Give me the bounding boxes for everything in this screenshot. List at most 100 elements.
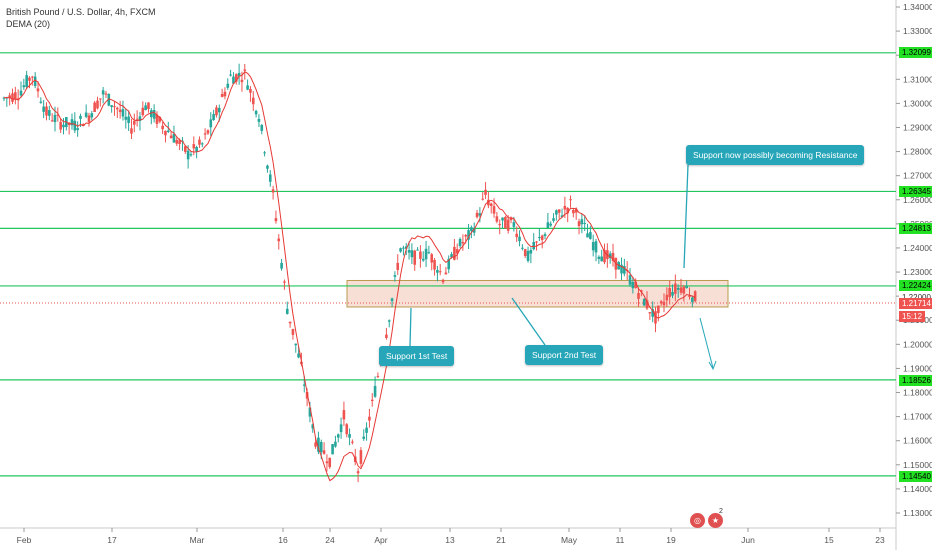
x-tick-label: May [561,535,578,545]
callout-pointer-2nd [511,297,546,346]
candle-body [430,254,434,263]
candle-body [645,300,649,309]
candle-body [73,120,77,131]
candle-body [266,165,269,169]
projection-arrow [699,317,714,369]
y-tick-label: 1.26000 [903,195,932,205]
candle-body [8,95,11,98]
candle-body [421,258,425,261]
candle-body [393,275,397,277]
candle-body [345,424,349,435]
candle-body [260,124,264,131]
projection-arrow-head [708,360,717,371]
candle-body [637,292,640,299]
y-tick-label: 1.20000 [903,339,932,349]
candle-body [557,209,561,213]
candle-body [198,139,201,145]
candle-body [424,248,428,260]
globe-icon[interactable]: ◎ [690,513,705,528]
y-tick-label: 1.15000 [903,460,932,470]
candle-body [212,114,215,121]
candle-body [407,250,411,253]
candle-body [308,407,312,417]
candle-body [691,297,694,303]
x-tick-label: Apr [374,535,387,545]
candle-body [257,118,261,122]
callout-support-2nd-test[interactable]: Support 2nd Test [525,345,604,365]
candle-body [549,223,553,226]
candle-body [657,305,660,314]
candle-body [413,250,417,265]
candle-body [254,110,258,115]
candle-body [149,110,153,118]
candle-body [2,97,6,99]
candle-body [444,272,448,275]
x-tick-label: 11 [616,535,625,545]
candle-body [665,294,669,301]
candle-body [362,436,366,439]
candle-body [331,444,334,455]
candle-body [427,252,431,254]
candle-body [679,287,683,293]
candle-body [410,250,414,258]
candle-body [90,113,94,118]
candle-body [501,217,504,221]
y-tick-label: 1.13000 [903,508,932,518]
candle-body [540,235,544,240]
candle-body [268,174,272,182]
candle-body [223,91,227,97]
candle-body [87,115,91,122]
y-tick-label: 1.24000 [903,243,932,253]
level-tag-5: 1.18526 [899,375,932,386]
candle-body [356,471,360,474]
candle-body [277,238,281,242]
x-tick-label: 24 [325,535,335,545]
callout-resistance[interactable]: Support now possibly becoming Resistance [686,145,865,165]
candle-body [283,281,286,283]
x-tick-label: 13 [445,535,455,545]
candle-body [359,450,363,464]
candle-body [93,102,96,113]
indicator-label[interactable]: DEMA (20) [6,19,51,29]
symbol-title[interactable]: British Pound / U.S. Dollar, 4h, FXCM [6,7,156,17]
candle-body [249,88,252,93]
candle-body [192,144,196,149]
candle-body [339,424,343,433]
candle-body [84,112,88,117]
us-flag-icon[interactable]: ★ [708,513,723,528]
candle-body [370,399,374,401]
callout-pointer-1st [409,307,412,347]
candle-body [82,124,85,126]
candle-body [521,247,524,249]
candle-body [155,114,159,124]
candle-body [523,249,527,257]
candle-body [441,279,445,283]
candle-body [461,242,465,244]
candle-body [39,101,43,103]
candle-body [328,457,332,468]
candle-body [472,228,476,233]
candle-body [251,97,255,105]
callout-support-1st-test[interactable]: Support 1st Test [379,346,455,366]
candle-body [226,83,230,88]
candle-body [373,385,377,397]
candle-body [455,249,459,254]
candle-body [631,281,635,289]
candle-body [62,124,65,128]
candle-body [676,287,680,290]
candle-body [399,248,402,252]
candle-body [22,85,26,88]
candle-body [433,259,436,270]
candle-body [76,128,79,131]
candle-body [617,262,620,270]
candle-body [583,223,586,225]
candle-body [232,76,235,84]
y-tick-label: 1.23000 [903,267,932,277]
candle-body [515,233,519,238]
candle-body [152,110,156,119]
candle-body [591,242,595,251]
candle-body [668,287,671,297]
candle-body [464,234,468,237]
